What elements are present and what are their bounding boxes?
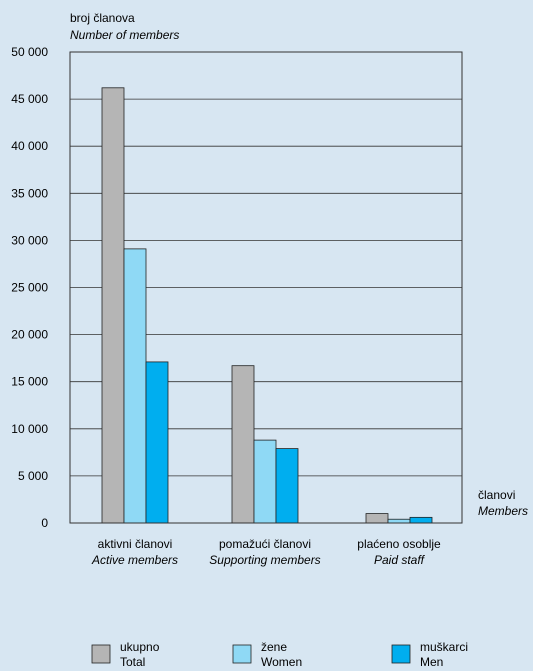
bar-women-0 xyxy=(123,248,147,524)
y-tick-label: 40 000 xyxy=(11,139,48,153)
y-tick-label: 15 000 xyxy=(11,375,48,389)
y-tick-label: 0 xyxy=(41,516,48,530)
bar-men-0 xyxy=(145,361,169,524)
y-tick-label: 50 000 xyxy=(11,45,48,59)
category-labels: aktivni članovi Active members pomažući čl… xyxy=(91,537,441,567)
legend-label-en: Total xyxy=(120,655,145,669)
bar-total-1 xyxy=(231,365,255,524)
y-tick-label: 10 000 xyxy=(11,422,48,436)
bar-men-2 xyxy=(409,516,433,524)
y-tick-label: 5 000 xyxy=(18,469,48,483)
bar-women-2 xyxy=(387,518,411,524)
y-tick-label: 35 000 xyxy=(11,186,48,200)
legend-label: ukupno xyxy=(120,640,160,654)
bars xyxy=(101,87,433,524)
bar-women-1 xyxy=(253,439,277,524)
bar-total-0 xyxy=(101,87,125,524)
bar-men-1 xyxy=(275,448,299,524)
category-label-en: Supporting members xyxy=(209,553,320,567)
category-label: aktivni članovi xyxy=(98,537,173,551)
legend-label: žene xyxy=(261,640,287,654)
category-label: pomažući članovi xyxy=(219,537,311,551)
legend-swatch-total xyxy=(91,644,111,664)
legend-label-en: Women xyxy=(261,655,302,669)
legend-swatch-men xyxy=(391,644,411,664)
legend-label-en: Men xyxy=(420,655,443,669)
legend-swatch-women xyxy=(232,644,252,664)
category-label-en: Paid staff xyxy=(374,553,426,567)
y-tick-labels: 0 5 000 10 000 15 000 20 000 25 000 30 000 35 0… xyxy=(11,45,48,530)
legend-label: muškarci xyxy=(420,640,468,654)
y-tick-label: 30 000 xyxy=(11,233,48,247)
x-axis-label: članovi xyxy=(478,488,515,502)
y-axis-label-en: Number of members xyxy=(70,28,179,42)
x-axis-label-en: Members xyxy=(478,504,528,518)
y-tick-label: 25 000 xyxy=(11,281,48,295)
bar-total-2 xyxy=(365,513,389,524)
y-tick-label: 20 000 xyxy=(11,328,48,342)
y-axis-label: broj članova xyxy=(70,11,135,25)
category-label-en: Active members xyxy=(91,553,178,567)
category-label: plaćeno osoblje xyxy=(357,537,441,551)
y-tick-label: 45 000 xyxy=(11,92,48,106)
